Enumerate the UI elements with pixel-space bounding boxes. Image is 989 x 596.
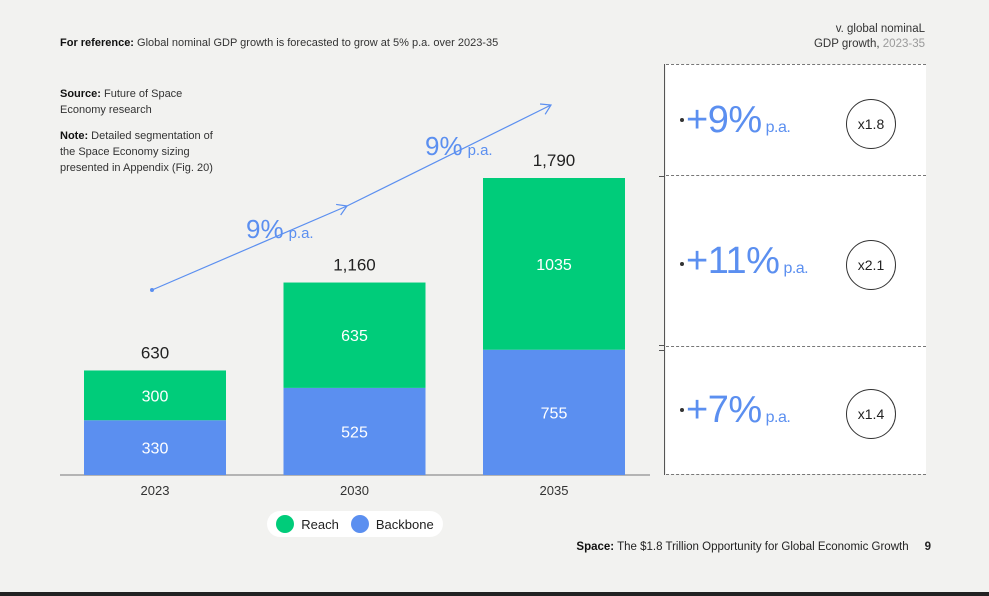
pointer-dot (680, 262, 684, 266)
growth-comparison-panel: +9% p.a. x1.8 +11% p.a. x2.1 +7% p.a. x1.4 (666, 64, 926, 475)
multiplier-badge: x1.8 (846, 99, 896, 149)
legend-item-reach: Reach (276, 515, 339, 533)
bar-label-reach: 300 (142, 388, 169, 405)
page-footer: Space: The $1.8 Trillion Opportunity for… (576, 541, 931, 553)
cagr-annotation: 9% p.a. (425, 131, 493, 161)
bar-total-label: 1,160 (333, 256, 376, 275)
gdp-header-line2: GDP growth, 2023-35 (813, 38, 925, 50)
chart-legend: Reach Backbone (267, 511, 443, 537)
multiplier-badge: x2.1 (846, 240, 896, 290)
bracket-tick (659, 345, 665, 346)
bar-backbone-2023 (84, 420, 226, 475)
bracket-tick (659, 176, 665, 177)
bar-label-backbone: 755 (541, 405, 568, 422)
multiplier-badge: x1.4 (846, 389, 896, 439)
x-tick-label: 2035 (540, 483, 569, 498)
reference-note: For reference: Global nominal GDP growth… (60, 37, 499, 49)
gdp-comparison-header: v. global nominaL GDP growth, 2023-35 (814, 22, 925, 52)
bottom-rule (0, 592, 989, 596)
bar-reach-2023 (84, 370, 226, 421)
reach-swatch (276, 515, 295, 533)
growth-rate: +11% p.a. (686, 240, 809, 282)
bar-label-backbone: 330 (142, 441, 169, 458)
trend-line-segment (346, 104, 552, 207)
bar-reach-2035 (483, 178, 625, 350)
x-tick-label: 2030 (340, 483, 369, 498)
source-note: Source: Future of Space Economy research (60, 88, 183, 116)
growth-row-total: +11% p.a. x2.1 (666, 175, 926, 347)
growth-rate: +9% p.a. (686, 99, 791, 141)
growth-row-reach: +9% p.a. x1.8 (666, 64, 926, 176)
x-tick-label: 2023 (141, 483, 170, 498)
bar-reach-2030 (283, 282, 426, 388)
bar-label-reach: 635 (341, 328, 368, 345)
gdp-header-line1: v. global nominaL (835, 23, 925, 35)
backbone-swatch (350, 515, 369, 533)
cagr-annotation: 9% p.a. (246, 214, 314, 244)
growth-row-backbone: +7% p.a. x1.4 (666, 346, 926, 475)
trend-arrowhead (539, 103, 553, 115)
segmentation-note: Note: Detailed segmentation of the Space… (60, 130, 213, 174)
bar-backbone-2030 (283, 387, 426, 475)
bar-label-backbone: 525 (341, 424, 368, 441)
growth-rate: +7% p.a. (686, 389, 791, 431)
pointer-dot (680, 118, 684, 122)
bar-total-label: 1,790 (533, 151, 576, 170)
bar-total-label: 630 (141, 343, 169, 362)
bar-label-reach: 1035 (536, 257, 572, 274)
legend-item-backbone: Backbone (350, 515, 434, 533)
bracket-tick (659, 350, 665, 351)
trend-line-segment (151, 205, 348, 291)
bracket-line (664, 64, 665, 475)
pointer-dot (680, 408, 684, 412)
bar-backbone-2035 (483, 349, 625, 475)
page-number: 9 (924, 541, 931, 553)
